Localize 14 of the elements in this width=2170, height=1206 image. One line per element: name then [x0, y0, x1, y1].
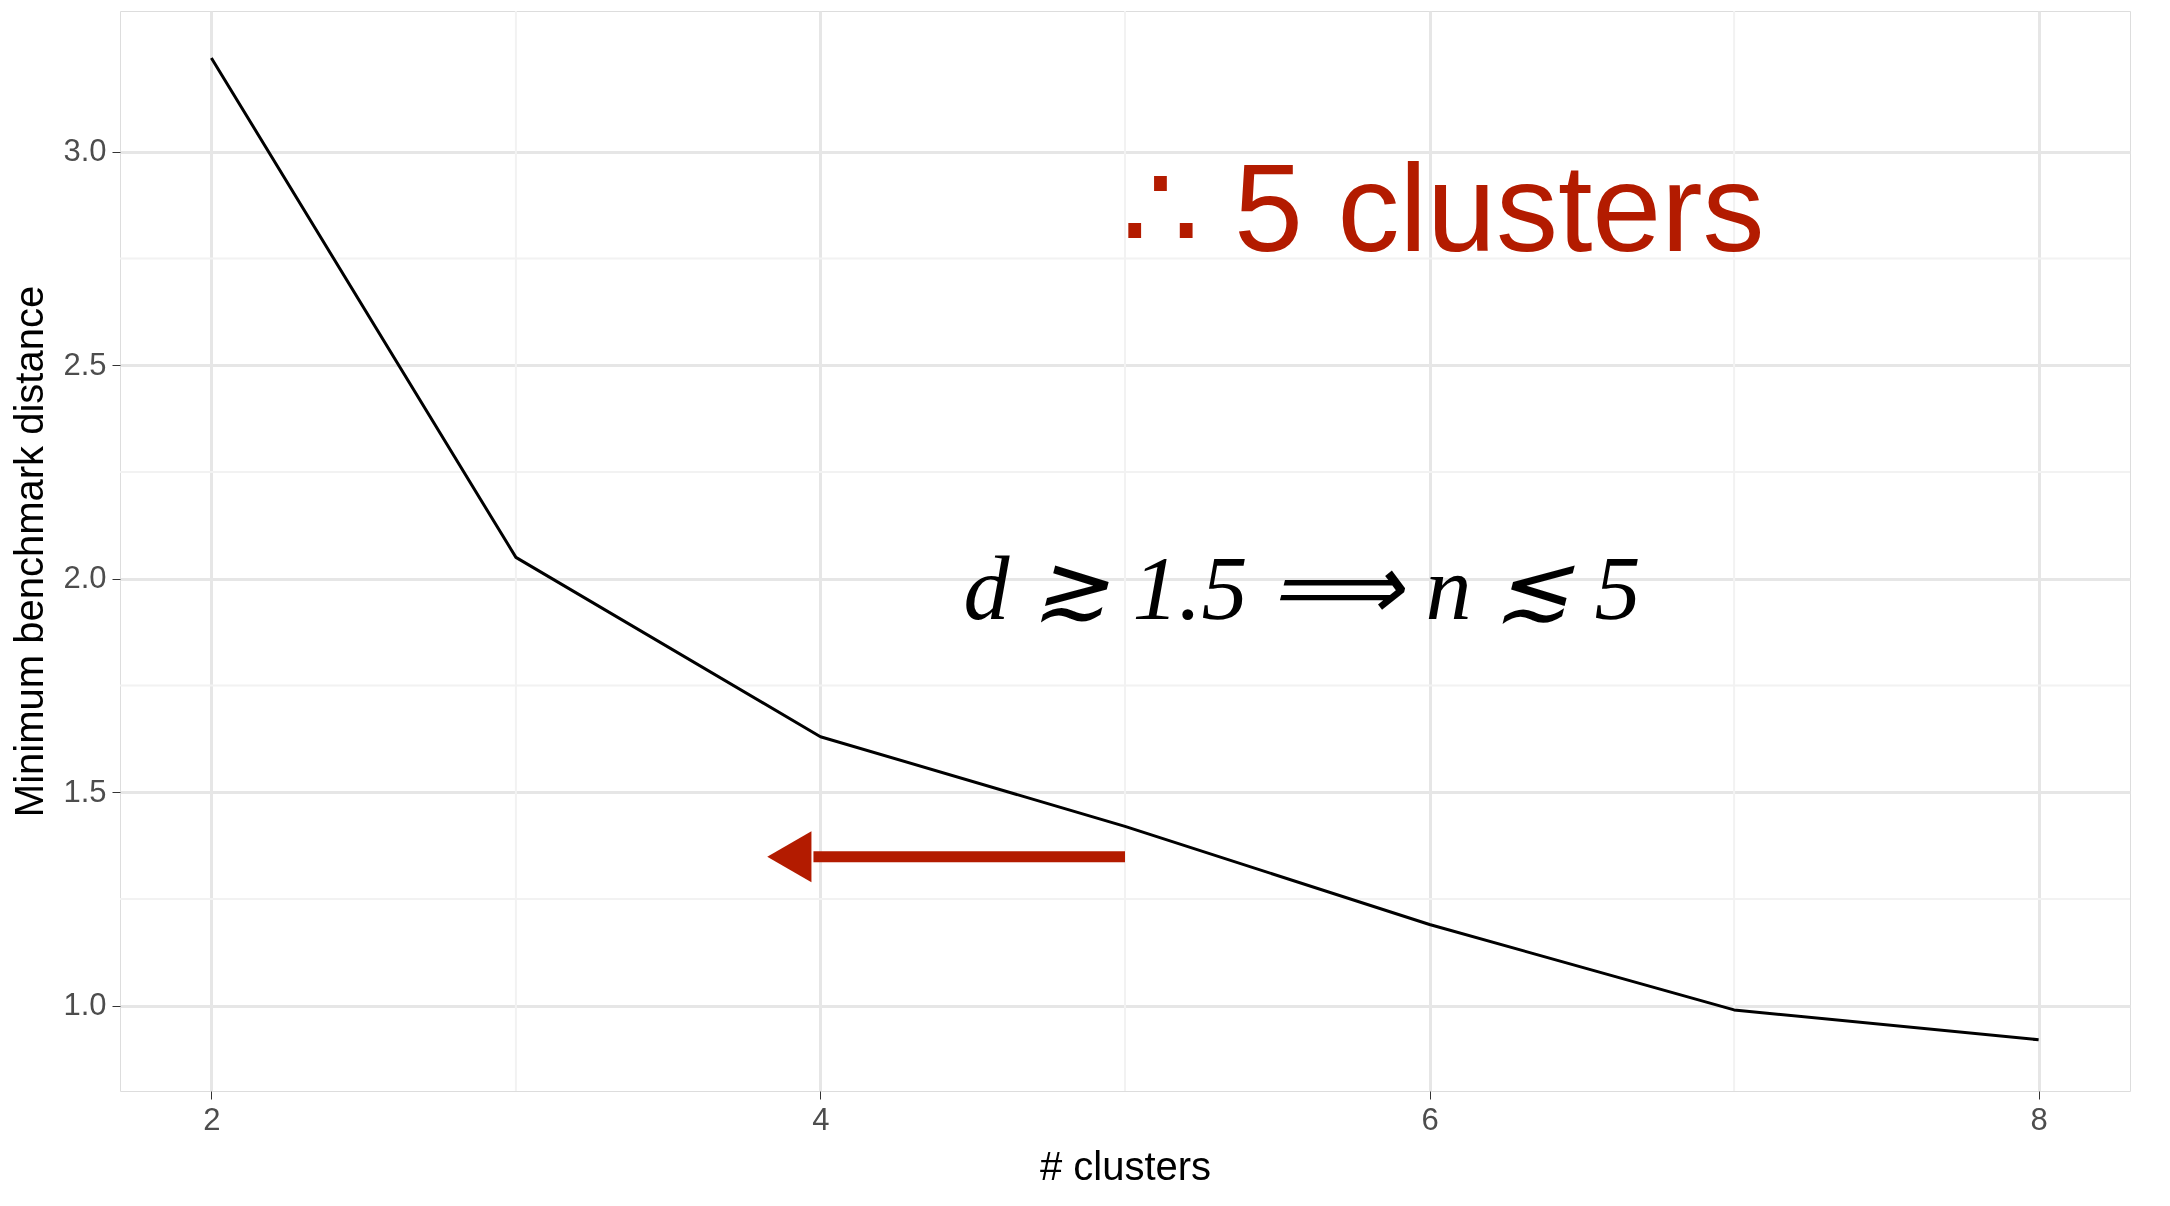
y-tick-label: 1.0 [63, 987, 107, 1023]
annotation: ∴ 5 clusters [1120, 139, 1765, 278]
x-tick-label: 2 [203, 1101, 221, 1137]
y-axis-title: Minimum benchmark distance [7, 285, 52, 818]
y-tick-label: 3.0 [63, 133, 107, 169]
line-series [209, 56, 2041, 1042]
y-tick-label: 1.5 [63, 773, 107, 809]
x-tick-label: 4 [812, 1101, 830, 1137]
annotation: d ≳ 1.5 ⟹ n ≲ 5 [963, 536, 1641, 639]
y-tick-label: 2.5 [63, 346, 107, 382]
x-tick-label: 8 [2030, 1101, 2048, 1137]
x-tick-label: 6 [1421, 1101, 1439, 1137]
x-axis-title: # clusters [1039, 1143, 1212, 1188]
y-tick-label: 2.0 [63, 560, 107, 596]
